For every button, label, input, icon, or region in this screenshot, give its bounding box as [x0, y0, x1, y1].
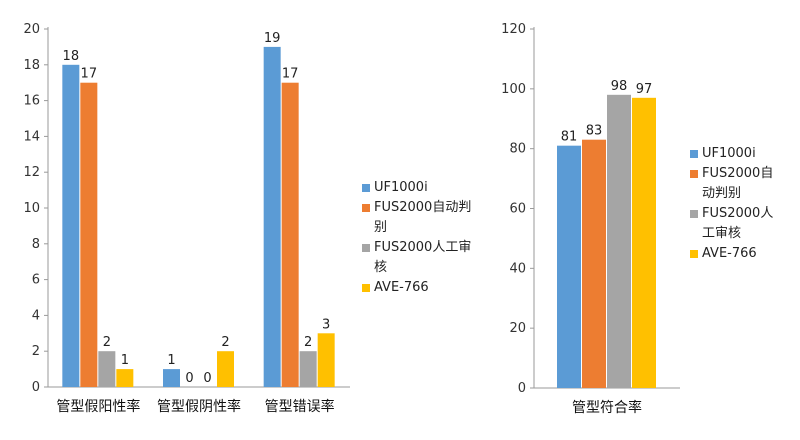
legend-swatch: [362, 284, 370, 292]
y-tick-label: 40: [509, 261, 526, 276]
y-tick-label: 80: [509, 142, 526, 157]
legend-left: UF1000i FUS2000自动判别 FUS2000人工审核 AVE-766: [362, 178, 482, 298]
y-tick-label: 10: [23, 201, 40, 216]
y-tick-label: 6: [32, 273, 40, 288]
legend-item: AVE-766: [690, 244, 790, 264]
legend-label-line: FUS2000自: [702, 166, 774, 181]
x-category-label: 管型错误率: [265, 398, 335, 415]
x-category-label: 管型符合率: [572, 399, 642, 416]
data-label: 2: [304, 335, 312, 350]
y-tick-label: 12: [23, 165, 40, 180]
bar: [582, 139, 606, 388]
data-label: 2: [103, 335, 111, 350]
legend-swatch: [362, 244, 370, 252]
data-label: 98: [611, 79, 628, 94]
legend-label: FUS2000自动判别: [374, 198, 482, 238]
data-label: 0: [203, 371, 211, 386]
y-tick-label: 0: [518, 381, 526, 396]
bar: [281, 82, 299, 387]
y-tick-label: 20: [509, 321, 526, 336]
data-label: 3: [322, 317, 330, 332]
legend-swatch: [690, 170, 698, 178]
legend-swatch: [690, 250, 698, 258]
legend-label-line: AVE-766: [374, 280, 429, 295]
legend-item: UF1000i: [690, 144, 790, 164]
data-label: 1: [121, 353, 129, 368]
y-tick-label: 8: [32, 237, 40, 252]
y-tick-label: 18: [23, 58, 40, 73]
bar: [98, 351, 116, 387]
bar: [263, 46, 281, 388]
data-label: 17: [282, 67, 299, 82]
x-category-label: 管型假阳性率: [56, 398, 140, 415]
y-tick-label: 14: [23, 129, 40, 144]
legend-item: FUS2000人工审核: [362, 238, 482, 278]
data-label: 2: [221, 335, 229, 350]
legend-label: FUS2000自动判别: [702, 164, 773, 204]
bar: [80, 82, 98, 387]
data-label: 83: [586, 124, 603, 139]
legend-swatch: [362, 204, 370, 212]
data-label: 19: [264, 31, 281, 46]
legend-item: FUS2000自动判别: [362, 198, 482, 238]
y-tick-label: 4: [32, 308, 40, 323]
legend-label-line: AVE-766: [702, 246, 757, 261]
legend-label-line: 工审核: [702, 226, 742, 241]
legend-label-line: FUS2000人: [702, 206, 774, 221]
legend-item: AVE-766: [362, 278, 482, 298]
legend-item: FUS2000人工审核: [690, 204, 790, 244]
legend-item: UF1000i: [362, 178, 482, 198]
legend-swatch: [362, 184, 370, 192]
legend-label: UF1000i: [374, 178, 428, 198]
legend-label-line: 动判别: [702, 186, 742, 201]
legend-label-line: UF1000i: [702, 146, 756, 161]
bar: [607, 94, 631, 389]
y-tick-label: 20: [23, 22, 40, 37]
bar: [632, 97, 656, 388]
legend-label: AVE-766: [374, 278, 429, 298]
y-tick-label: 60: [509, 202, 526, 217]
data-label: 81: [561, 130, 578, 145]
x-category-label: 管型假阴性率: [157, 398, 241, 415]
bar: [163, 369, 180, 387]
data-label: 97: [636, 82, 653, 97]
chart-agreement-rate: 0 20 40 60 80 100 120 81 83 98 97 管型符合率: [501, 22, 680, 416]
data-label: 18: [63, 49, 80, 64]
bar: [299, 351, 317, 387]
legend-label-line: UF1000i: [374, 180, 428, 195]
data-label: 1: [167, 353, 175, 368]
data-label: 17: [81, 67, 98, 82]
legend-label-line: FUS2000人工审核: [374, 240, 472, 275]
y-tick-label: 120: [501, 22, 526, 37]
legend-label: UF1000i: [702, 144, 756, 164]
bar: [116, 369, 134, 387]
legend-label: AVE-766: [702, 244, 757, 264]
bar: [62, 64, 80, 388]
legend-item: FUS2000自动判别: [690, 164, 790, 204]
legend-swatch: [690, 150, 698, 158]
y-tick-label: 16: [23, 94, 40, 109]
y-tick-label: 2: [32, 344, 40, 359]
y-tick-label: 0: [32, 380, 40, 395]
bar: [557, 145, 581, 388]
legend-label: FUS2000人工审核: [374, 238, 482, 278]
y-tick-label: 100: [501, 82, 526, 97]
bar: [317, 333, 335, 387]
legend-right: UF1000i FUS2000自 动判别 FUS2000人 工审核 AVE-766: [690, 144, 790, 264]
legend-label: FUS2000人工审核: [702, 204, 773, 244]
data-label: 0: [185, 371, 193, 386]
legend-swatch: [690, 210, 698, 218]
bar: [217, 351, 234, 387]
legend-label-line: FUS2000自动判别: [374, 200, 472, 235]
